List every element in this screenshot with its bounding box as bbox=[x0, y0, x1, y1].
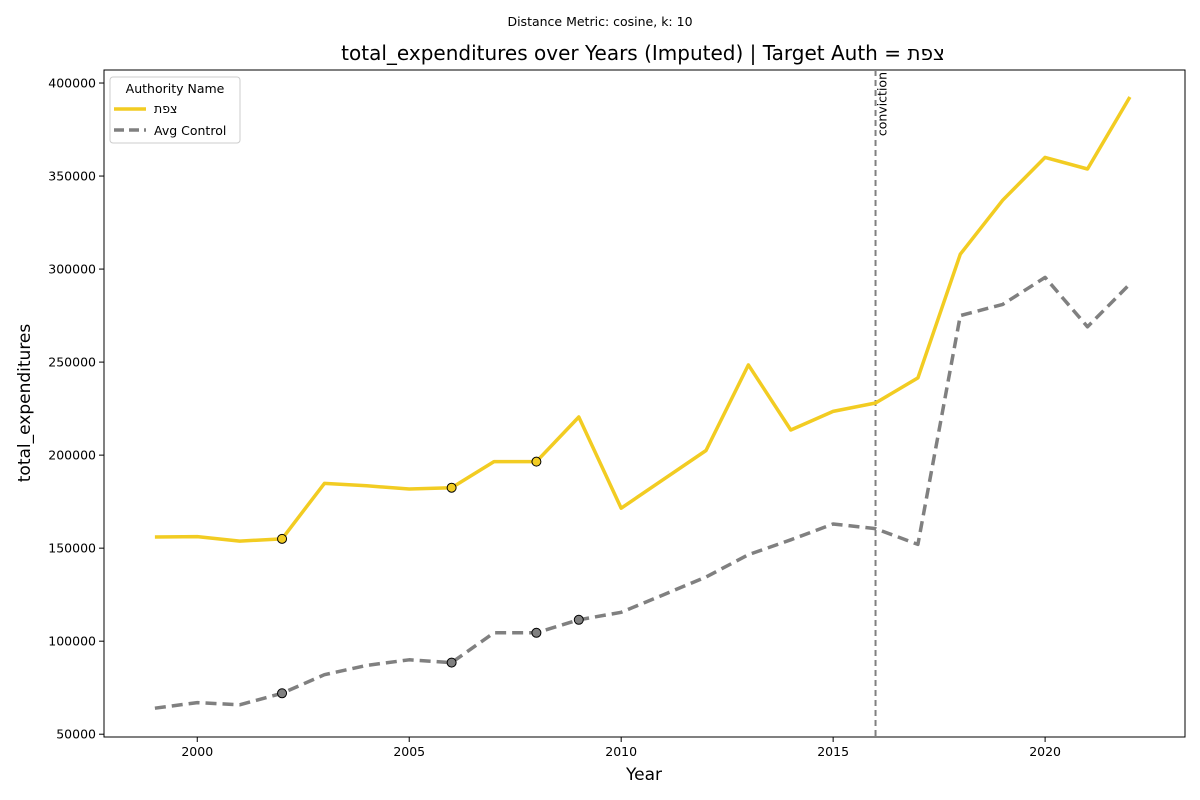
series-line-control bbox=[154, 275, 1132, 710]
imputed-point-target bbox=[446, 482, 457, 493]
x-tick-label: 2015 bbox=[817, 744, 849, 759]
imputed-point-control bbox=[277, 688, 288, 699]
imputed-point-target bbox=[277, 533, 288, 544]
legend-box bbox=[109, 76, 241, 144]
legend-label-control: Avg Control bbox=[154, 123, 226, 138]
conviction-label: conviction bbox=[875, 72, 890, 136]
imputed-point-target bbox=[531, 456, 542, 467]
x-axis: 2000 2005 2010 2015 2020 bbox=[181, 737, 1061, 759]
plot-area bbox=[103, 69, 1186, 738]
imputed-point-control bbox=[446, 657, 457, 668]
series-line-target bbox=[154, 96, 1132, 543]
y-tick-label: 100000 bbox=[48, 634, 96, 649]
y-axis-title: total_expenditures bbox=[15, 324, 35, 483]
y-tick-label: 250000 bbox=[48, 355, 96, 370]
legend-title: Authority Name bbox=[126, 81, 225, 96]
x-tick-label: 2005 bbox=[393, 744, 425, 759]
y-tick-label: 200000 bbox=[48, 448, 96, 463]
imputed-markers bbox=[277, 456, 584, 699]
legend-label-target: צפת bbox=[154, 101, 177, 116]
imputed-point-control bbox=[573, 614, 584, 625]
x-axis-title: Year bbox=[625, 765, 662, 785]
y-tick-label: 150000 bbox=[48, 541, 96, 556]
y-tick-label: 350000 bbox=[48, 169, 96, 184]
y-tick-label: 50000 bbox=[56, 727, 96, 742]
y-axis: 50000 100000 150000 200000 250000 300000 35000… bbox=[48, 76, 104, 742]
series-layer bbox=[154, 96, 1132, 710]
y-tick-label: 400000 bbox=[48, 76, 96, 91]
x-tick-label: 2000 bbox=[181, 744, 213, 759]
imputed-point-control bbox=[531, 627, 542, 638]
y-tick-label: 300000 bbox=[48, 262, 96, 277]
x-tick-label: 2020 bbox=[1029, 744, 1061, 759]
chart-title: total_expenditures over Years (Imputed) … bbox=[341, 41, 945, 65]
legend: Authority Name צפת Avg Control bbox=[109, 76, 241, 144]
chart-suptitle: Distance Metric: cosine, k: 10 bbox=[507, 14, 692, 29]
x-tick-label: 2010 bbox=[605, 744, 637, 759]
